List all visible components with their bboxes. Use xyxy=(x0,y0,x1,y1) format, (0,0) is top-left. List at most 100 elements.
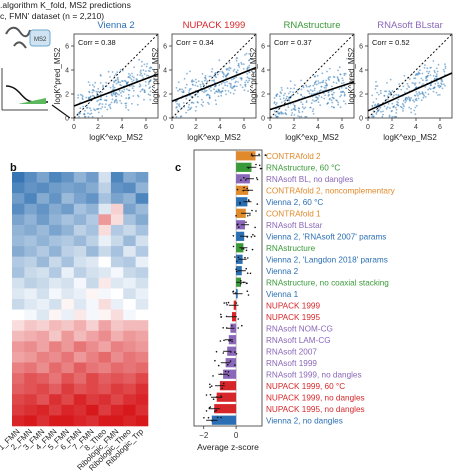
scatter-point xyxy=(146,74,148,77)
dataset-point xyxy=(203,417,205,419)
scatter-point xyxy=(246,76,249,79)
scatter-point xyxy=(244,85,247,88)
scatter-point xyxy=(149,90,152,93)
scatter-point xyxy=(237,64,240,67)
heatmap-cell xyxy=(49,362,62,374)
heatmap-cell xyxy=(98,224,112,236)
heatmap-cell xyxy=(135,172,149,183)
scatter-point xyxy=(308,92,311,95)
scatter-point xyxy=(237,62,240,65)
dataset-point xyxy=(241,324,243,327)
dataset-point xyxy=(214,359,216,362)
y-tick-label: 6 xyxy=(65,44,69,51)
scatter-point xyxy=(413,109,416,112)
scatter-point xyxy=(96,108,98,111)
scatter-point xyxy=(91,115,94,118)
green-wedge xyxy=(18,98,46,104)
scatter-point xyxy=(327,76,330,79)
scatter-point xyxy=(315,80,317,83)
scatter-point xyxy=(84,109,86,112)
scatter-point xyxy=(115,100,118,102)
scatter-point xyxy=(288,99,291,102)
dataset-point xyxy=(220,416,222,419)
heatmap-cell xyxy=(73,193,87,205)
scatter-point xyxy=(230,84,232,87)
scatter-point xyxy=(125,104,127,107)
scatter-point xyxy=(141,60,143,63)
scatter-point xyxy=(303,107,305,110)
scatter-point xyxy=(415,99,418,102)
heatmap-cell xyxy=(123,172,136,183)
scatter-point xyxy=(185,83,188,86)
heatmap-cell xyxy=(12,267,25,279)
scatter-point xyxy=(208,97,211,100)
scatter-point xyxy=(224,75,227,77)
heatmap-cell xyxy=(123,309,136,321)
scatter-point xyxy=(287,92,290,95)
scatter-point xyxy=(91,84,94,86)
scatter-point xyxy=(309,106,312,109)
scatter-point xyxy=(388,93,390,96)
scatter-point xyxy=(125,106,127,109)
scatter-point xyxy=(183,77,186,80)
scatter-point xyxy=(317,82,320,85)
scatter-point xyxy=(188,103,191,106)
bar-category-label: Vienna 2 xyxy=(266,267,299,276)
scatter-point xyxy=(87,112,89,115)
scatter-point xyxy=(302,86,305,89)
scatter-point xyxy=(115,92,118,94)
heatmap-cell xyxy=(24,309,38,321)
scatter-point xyxy=(379,89,382,92)
dataset-point xyxy=(220,316,222,318)
heatmap-cell xyxy=(36,256,50,268)
scatter-point xyxy=(317,101,320,103)
scatter-point xyxy=(204,76,207,79)
scatter-point xyxy=(178,105,181,108)
dataset-point xyxy=(250,153,253,155)
scatter-point xyxy=(210,70,213,73)
scatter-point xyxy=(106,108,109,111)
heatmap-cell xyxy=(98,214,112,226)
dataset-point xyxy=(244,256,246,259)
heatmap-cell xyxy=(12,288,25,300)
scatter-point xyxy=(142,77,145,79)
scatter-point xyxy=(185,111,188,114)
y-tick-label: 6 xyxy=(261,44,265,51)
scatter-point xyxy=(273,102,276,104)
heatmap-cell xyxy=(86,351,99,363)
scatter-point xyxy=(376,85,379,87)
heatmap-cell xyxy=(135,373,149,384)
scatter-point xyxy=(201,105,204,107)
scatter-point xyxy=(443,70,446,73)
fit-line xyxy=(73,73,159,107)
scatter-point xyxy=(387,102,390,105)
dataset-point xyxy=(241,248,243,250)
x-tick-label: 6 xyxy=(438,124,442,131)
scatter-point xyxy=(395,112,398,114)
heatmap-cell xyxy=(36,214,50,226)
scatter-point xyxy=(241,63,243,65)
scatter-point xyxy=(421,72,424,75)
scatter-point xyxy=(147,83,150,85)
heatmap-cell xyxy=(135,341,149,353)
scatter-point xyxy=(182,102,185,104)
heatmap-cell xyxy=(73,235,87,247)
scatter-point xyxy=(312,113,315,115)
scatter-point xyxy=(425,76,427,78)
heatmap-cell xyxy=(135,288,149,300)
heatmap-cell xyxy=(61,309,75,321)
scatter-point xyxy=(414,113,417,115)
ms2-protein xyxy=(29,29,51,47)
heatmap-cell xyxy=(86,193,99,205)
scatter-point xyxy=(220,82,223,85)
dataset-point xyxy=(258,153,260,156)
scatter-point xyxy=(377,103,380,105)
scatter-point xyxy=(240,77,243,80)
x-tick-label: 6 xyxy=(340,124,344,131)
heatmap-cell xyxy=(24,330,38,342)
scatter-point xyxy=(118,90,121,92)
heatmap-cell xyxy=(36,309,50,321)
heatmap-cell xyxy=(36,383,50,395)
heatmap-cell xyxy=(24,246,38,257)
scatter-point xyxy=(133,76,135,79)
